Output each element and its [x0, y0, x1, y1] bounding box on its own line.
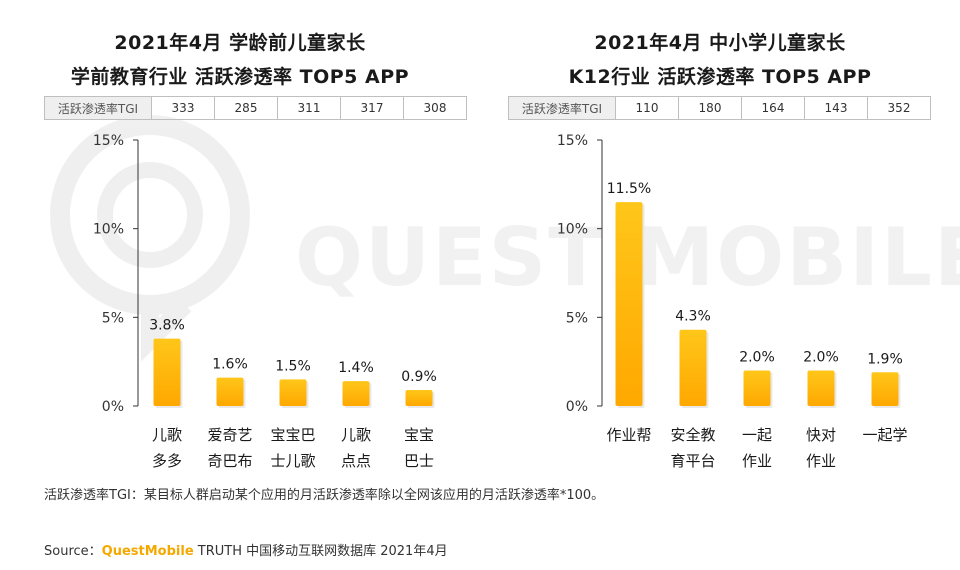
- tgi-value: 143: [804, 96, 868, 120]
- tgi-header: 活跃渗透率TGI: [508, 96, 616, 120]
- value-label: 1.6%: [212, 357, 248, 373]
- bar: [279, 379, 307, 406]
- y-tick-label: 0%: [102, 399, 124, 415]
- chart-title-line2: 学前教育行业 活跃渗透率 TOP5 APP: [70, 66, 410, 88]
- tgi-value: 352: [867, 96, 931, 120]
- x-category-label: 士儿歌: [270, 452, 315, 470]
- bar: [679, 329, 707, 406]
- y-tick-label: 15%: [93, 133, 124, 149]
- bar: [871, 372, 899, 406]
- value-label: 4.3%: [675, 309, 711, 325]
- value-label: 1.9%: [867, 351, 903, 367]
- x-category-label: 奇巴布: [207, 452, 252, 470]
- value-label: 3.8%: [149, 318, 185, 334]
- chart-title-line1: 2021年4月 中小学儿童家长: [594, 32, 846, 54]
- tgi-value: 317: [340, 96, 404, 120]
- y-tick-label: 5%: [102, 310, 124, 326]
- bar: [743, 370, 771, 406]
- value-label: 1.5%: [275, 358, 311, 374]
- x-category-label: 一起: [742, 426, 772, 444]
- tgi-value: 308: [403, 96, 467, 120]
- tgi-table: 活跃渗透率TGI 333 285 311 317 308: [44, 96, 467, 120]
- x-category-label: 儿歌: [152, 426, 182, 444]
- x-category-label: 宝宝巴: [270, 426, 315, 444]
- y-tick-label: 0%: [566, 399, 588, 415]
- bar: [216, 377, 244, 406]
- x-category-label: 点点: [341, 452, 371, 470]
- value-label: 2.0%: [739, 350, 775, 366]
- x-category-label: 儿歌: [341, 426, 371, 444]
- x-category-label: 作业帮: [606, 426, 651, 444]
- y-tick-label: 15%: [557, 133, 588, 149]
- x-category-label: 育平台: [670, 452, 715, 470]
- source-line: Source：QuestMobile TRUTH 中国移动互联网数据库 2021…: [44, 540, 448, 559]
- value-label: 0.9%: [401, 369, 437, 385]
- tgi-value: 164: [741, 96, 805, 120]
- y-tick-label: 10%: [557, 222, 588, 238]
- tgi-value: 285: [214, 96, 278, 120]
- chart-panel-preschool: 2021年4月 学龄前儿童家长 学前教育行业 活跃渗透率 TOP5 APP 活跃…: [0, 0, 480, 480]
- x-category-label: 爱奇艺: [207, 426, 252, 444]
- chart-title-line2: K12行业 活跃渗透率 TOP5 APP: [568, 66, 872, 88]
- chart-title-line1: 2021年4月 学龄前儿童家长: [114, 32, 366, 54]
- bar: [405, 390, 433, 406]
- y-tick-label: 5%: [566, 310, 588, 326]
- source-rest: TRUTH 中国移动互联网数据库 2021年4月: [193, 544, 448, 559]
- value-label: 11.5%: [607, 181, 651, 197]
- value-label: 1.4%: [338, 360, 374, 376]
- y-tick-label: 10%: [93, 222, 124, 238]
- tgi-row: 活跃渗透率TGI 333 285 311 317 308: [44, 96, 467, 120]
- value-label: 2.0%: [803, 350, 839, 366]
- bar: [615, 202, 643, 406]
- chart-panel-k12: 2021年4月 中小学儿童家长 K12行业 活跃渗透率 TOP5 APP 活跃渗…: [480, 0, 960, 480]
- bar: [153, 338, 181, 406]
- x-category-label: 快对: [806, 426, 836, 444]
- tgi-header: 活跃渗透率TGI: [44, 96, 152, 120]
- x-category-label: 宝宝: [404, 426, 434, 444]
- tgi-table: 活跃渗透率TGI 110 180 164 143 352: [508, 96, 931, 120]
- tgi-value: 180: [678, 96, 742, 120]
- x-category-label: 巴士: [404, 452, 434, 470]
- source-brand: QuestMobile: [101, 544, 194, 559]
- source-label: Source：: [44, 544, 102, 559]
- x-category-label: 一起学: [862, 426, 907, 444]
- bar-chart: 0%5%10%15%3.8%儿歌多多1.6%爱奇艺奇巴布1.5%宝宝巴士儿歌1.…: [93, 133, 437, 470]
- x-category-label: 安全教: [670, 426, 715, 444]
- tgi-row: 活跃渗透率TGI 110 180 164 143 352: [508, 96, 931, 120]
- x-category-label: 作业: [806, 452, 836, 470]
- bar: [342, 381, 370, 406]
- bar: [807, 370, 835, 406]
- footnote: 活跃渗透率TGI：某目标人群启动某个应用的月活跃渗透率除以全网该应用的月活跃渗透…: [44, 488, 605, 503]
- x-category-label: 多多: [152, 452, 182, 470]
- x-category-label: 作业: [742, 452, 772, 470]
